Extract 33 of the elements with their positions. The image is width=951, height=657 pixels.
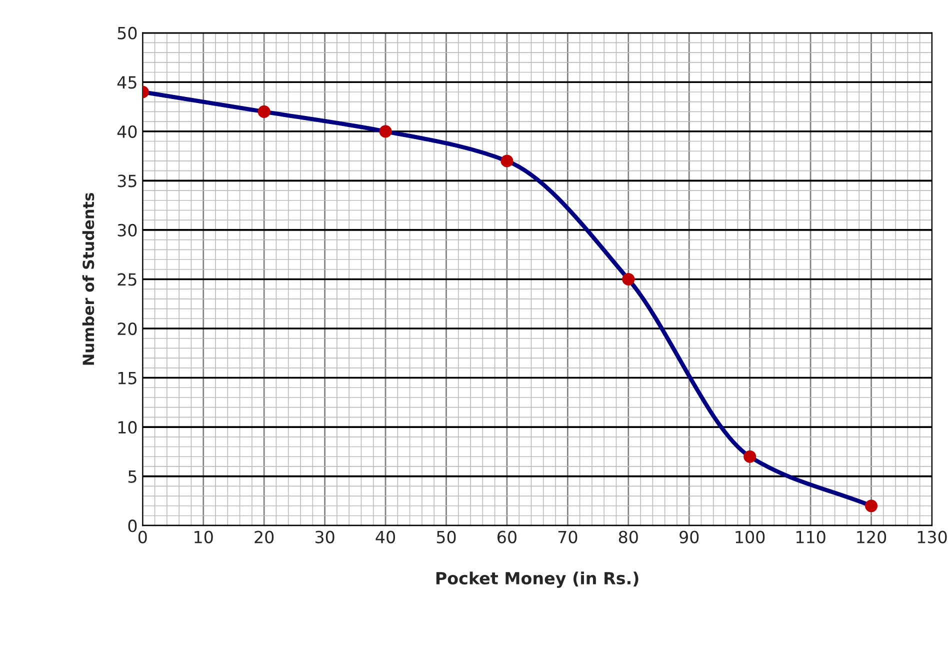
point [744,450,756,463]
point [500,154,514,168]
point [864,500,878,512]
y-tick-label: 40 [117,125,137,138]
x-tick-label: 120 [857,530,886,544]
x-tick-label: 40 [376,530,396,544]
y-tick-label: 10 [118,421,137,434]
x-tick-label: 90 [680,530,699,544]
y-tick-label: 35 [118,174,136,188]
x-tick-label: 10 [194,530,213,544]
x-tick-label: 20 [254,530,274,544]
x-tick-label: 50 [436,530,456,544]
y-tick-label: 25 [118,273,136,286]
x-tick-label: 0 [138,530,147,544]
y-tick-label: 30 [118,224,137,237]
x-tick-label: 80 [618,530,638,544]
x-axis-title: Pocket Money (in Rs.) [436,572,638,588]
x-tick-label: 110 [796,530,826,544]
x-tick-label: 130 [918,530,947,544]
x-tick-label: 30 [315,530,334,544]
point [622,272,635,286]
y-tick-label: 15 [118,372,136,384]
x-tick-label: 70 [558,530,578,544]
x-tick-label: 60 [498,530,516,544]
y-tick-label: 20 [118,322,137,336]
y-tick-label: 0 [128,520,137,532]
y-tick-label: 45 [117,76,136,89]
y-tick-label: 5 [128,470,136,483]
point [258,105,270,118]
point [379,125,392,138]
y-tick-label: 50 [118,26,137,40]
y-axis-title: Number of Students [82,192,94,365]
x-tick-label: 100 [736,530,765,544]
